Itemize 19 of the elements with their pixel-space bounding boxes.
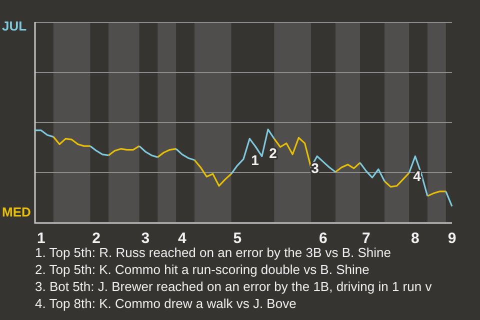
- x-tick-label: 5: [233, 230, 242, 248]
- text: JUL: [2, 18, 27, 34]
- x-tick-label: 2: [92, 230, 100, 248]
- x-tick-label: 9: [448, 230, 456, 248]
- x-tick-label: 8: [411, 230, 420, 248]
- annotation: 3: [311, 160, 320, 176]
- x-tick-label: 7: [362, 230, 370, 248]
- text: 1. Top 5th: R. Russ reached on an error by the 3B vs B. Shine: [35, 245, 392, 260]
- x-tick-label: 3: [141, 230, 150, 248]
- x-tick-label: 4: [178, 230, 188, 248]
- text: MED: [2, 204, 31, 220]
- annotation: 2: [269, 144, 278, 161]
- text: 2. Top 5th: K. Commo hit a run-scoring double vs B. Shine: [35, 261, 370, 278]
- text: 4. Top 8th: K. Commo drew a walk vs J. Bove: [35, 295, 298, 312]
- annotation: 1: [251, 152, 260, 168]
- text: 3. Bot 5th: J. Brewer reached on an error by the 1B, driving in 1 run v: [35, 278, 432, 295]
- annotation: 4: [413, 168, 422, 184]
- x-tick-label: 6: [319, 230, 328, 248]
- x-tick-label: 1: [36, 230, 46, 248]
